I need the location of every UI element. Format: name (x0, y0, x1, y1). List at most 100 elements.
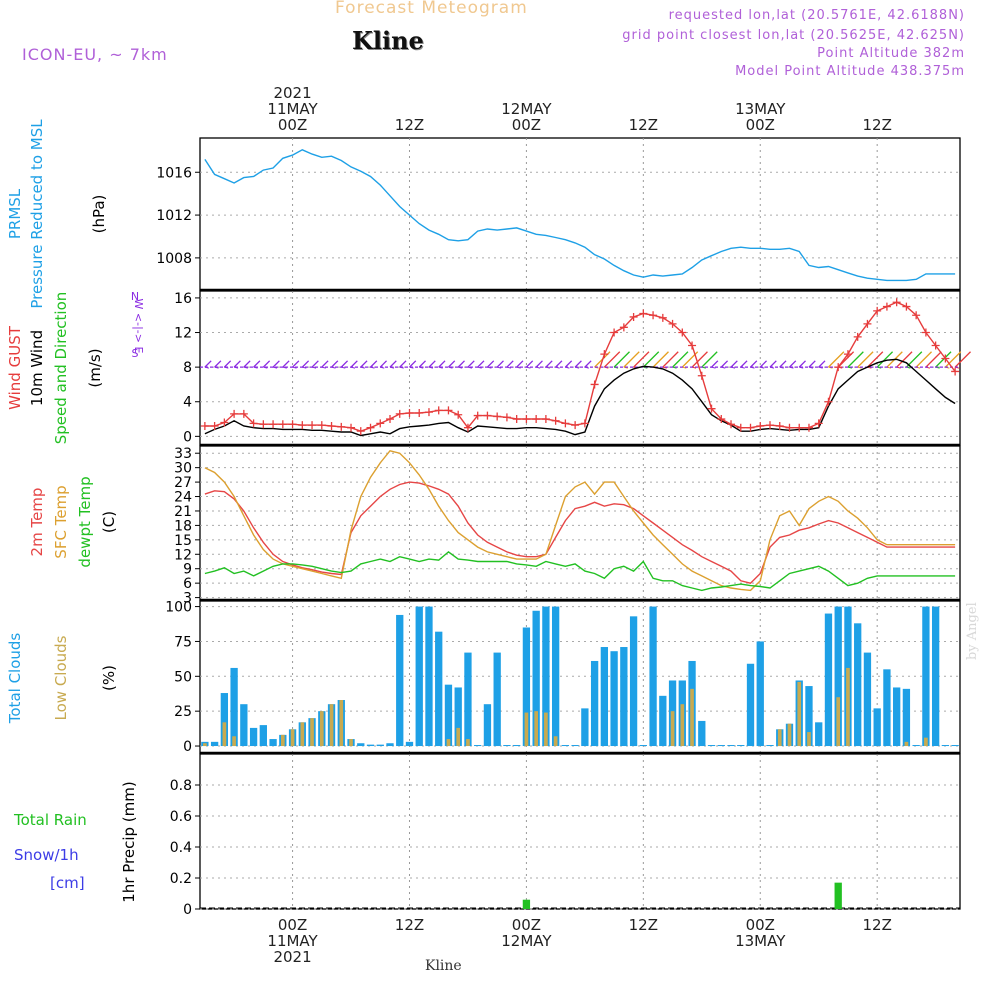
y-tick-label: 16 (174, 291, 192, 307)
wind-direction-arrow (789, 360, 797, 368)
grid-point-coords: grid point closest lon,lat (20.5625E, 42… (622, 28, 965, 43)
gust-marker (541, 415, 550, 424)
y-tick-label: 30 (174, 461, 192, 477)
wind-direction-arrow (311, 360, 319, 368)
gust-marker (941, 354, 950, 363)
wind-direction-arrow (759, 360, 768, 368)
y-unit-precip: 1hr Precip (mm) (120, 781, 138, 902)
wind-direction-arrow (564, 360, 573, 368)
total-clouds-bar (941, 745, 950, 747)
gust-marker (629, 312, 638, 321)
wind-direction-arrow (944, 351, 962, 368)
wind-direction-arrow (233, 360, 241, 368)
wind-direction-arrow (652, 351, 669, 368)
wind-direction-arrow (672, 351, 689, 368)
wind-direction-arrow (584, 360, 592, 368)
gust-marker (571, 421, 580, 430)
gust-marker (298, 421, 307, 430)
wind-direction-arrow (701, 351, 718, 368)
wind-direction-arrow (769, 360, 777, 368)
chart-title: Forecast Meteogram (335, 0, 528, 18)
wind-direction-arrow (535, 360, 543, 368)
total-clouds-bar (824, 613, 833, 747)
gust-marker (678, 328, 687, 337)
gust-marker (532, 415, 541, 424)
gust-marker (502, 413, 511, 422)
gust-marker (483, 411, 492, 420)
wind-direction-arrow (662, 351, 679, 368)
wind-direction-arrow-base (857, 366, 862, 369)
gust-marker (639, 309, 648, 318)
gust-marker (405, 408, 414, 417)
y-tick-label: 24 (174, 490, 192, 506)
total-clouds-bar (931, 606, 940, 747)
y-label-snow: Snow/1h (14, 846, 79, 864)
y-tick-label: 100 (165, 600, 192, 616)
gust-marker (707, 404, 716, 413)
top-time-label: 00Z (746, 116, 775, 134)
gust-marker (317, 421, 326, 430)
low-clouds-bar (787, 723, 792, 747)
total-clouds-bar (386, 743, 394, 747)
wind-direction-arrow (292, 360, 300, 368)
wind-direction-arrow (409, 360, 417, 368)
gust-marker (658, 313, 667, 322)
gust-marker (697, 371, 706, 380)
panel-frame-temperature (199, 445, 961, 601)
y-tick-label: 9 (183, 562, 192, 578)
total-clouds-bar (805, 686, 813, 747)
total-clouds-bar (912, 745, 920, 747)
wind-direction-arrow (457, 360, 465, 368)
wind-direction-arrow (340, 360, 349, 368)
gust-marker (795, 423, 804, 432)
wind-direction-arrow-base (292, 366, 297, 369)
wind-direction-arrow (486, 360, 495, 368)
total-clouds-bar (464, 652, 472, 747)
total-clouds-bar (454, 687, 462, 747)
y-tick-label: 25 (174, 704, 192, 720)
wind-direction-arrow (866, 351, 884, 368)
total-clouds-bar (863, 652, 872, 747)
wind-direction-arrow (915, 351, 933, 368)
y-label-2m-temp: 2m Temp (28, 488, 46, 557)
y-tick-label: 0.8 (170, 778, 192, 794)
station-name: Kline (352, 26, 424, 55)
dewpt-line (204, 551, 956, 592)
top-time-label: 12MAY (501, 100, 552, 118)
total-clouds-bar (415, 606, 423, 747)
y-unit-ms: (m/s) (86, 348, 104, 387)
y-tick-label: 12 (174, 547, 192, 563)
gust-marker (327, 421, 336, 430)
wind-direction-arrow (506, 360, 514, 368)
total-clouds-bar (483, 704, 492, 747)
gust-marker (493, 412, 502, 421)
low-clouds-bar (290, 729, 295, 747)
total-clouds-bar (717, 745, 725, 747)
wind-direction-arrow (896, 351, 913, 368)
y-tick-label: 21 (174, 504, 192, 520)
rain-bar (834, 882, 842, 909)
total-clouds-bar (376, 744, 384, 747)
wind-direction-arrow (301, 360, 310, 368)
wind-direction-arrow (360, 360, 368, 368)
gust-marker (727, 420, 736, 429)
total-clouds-bar (766, 745, 774, 747)
total-clouds-bar (249, 727, 258, 747)
gust-marker (619, 323, 628, 332)
model-label: ICON-EU, ~ 7km (22, 45, 168, 64)
low-clouds-bar (446, 739, 451, 747)
y-unit-hpa: (hPa) (90, 195, 108, 234)
wind-direction-arrow (740, 360, 748, 368)
y-label-total-clouds: Total Clouds (6, 633, 24, 725)
pressure-line (204, 149, 956, 282)
gust-marker (649, 311, 658, 320)
y-tick-label: 27 (174, 475, 192, 491)
top-time-label: 12Z (862, 116, 891, 134)
gust-marker (785, 423, 794, 432)
wind-direction-arrow (262, 360, 271, 368)
wind-direction-arrow (418, 360, 426, 368)
total-clouds-bar (922, 606, 930, 747)
total-clouds-bar (727, 745, 735, 747)
gust-marker (668, 319, 677, 328)
bottom-time-label: 12Z (395, 916, 424, 934)
